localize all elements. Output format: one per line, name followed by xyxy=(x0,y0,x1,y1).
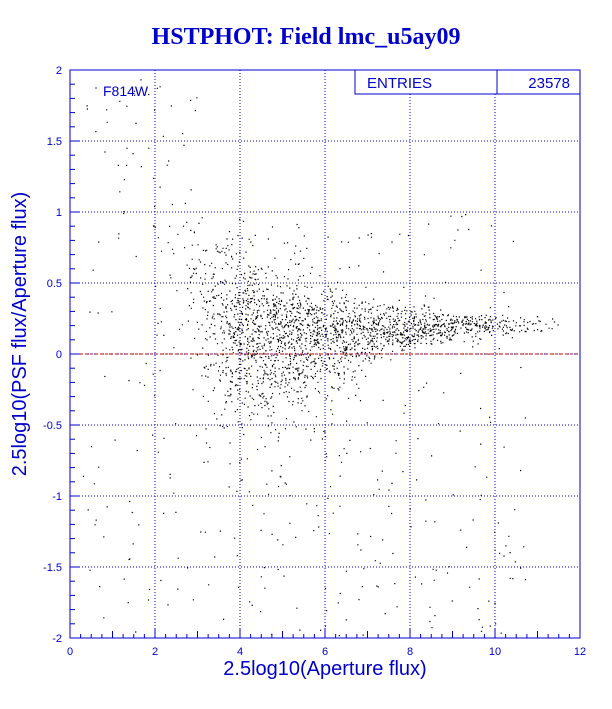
x-tick-label: 2 xyxy=(152,646,158,658)
axis-ticks: 0 2 4 6 8 10 12 -2 -1.5 -1 -0.5 0 0.5 1 1.5 2 xyxy=(43,65,586,658)
x-tick-label: 12 xyxy=(574,646,586,658)
y-tick-label: 2 xyxy=(56,65,62,77)
x-tick-label: 8 xyxy=(407,646,413,658)
y-tick-label: 1 xyxy=(56,207,62,219)
y-tick-label: -0.5 xyxy=(43,420,62,432)
x-tick-label: 0 xyxy=(67,646,73,658)
x-tick-label: 6 xyxy=(322,646,328,658)
entries-value: 23578 xyxy=(528,75,570,92)
y-tick-label: -2 xyxy=(52,633,62,645)
x-tick-label: 10 xyxy=(489,646,501,658)
data-points xyxy=(82,79,559,637)
y-tick-label: -1.5 xyxy=(43,562,62,574)
y-tick-label: 0 xyxy=(56,349,62,361)
x-tick-label: 4 xyxy=(237,646,243,658)
filter-label: F814W xyxy=(103,83,149,99)
chart-title: HSTPHOT: Field lmc_u5ay09 xyxy=(151,24,461,50)
entries-label: ENTRIES xyxy=(367,75,432,92)
entries-box xyxy=(354,69,581,95)
y-tick-label: 0.5 xyxy=(47,278,62,290)
x-axis-label: 2.5log10(Aperture flux) xyxy=(223,658,426,680)
scatter-points xyxy=(82,79,559,637)
y-axis-label: 2.5log10(PSF flux/Aperture flux) xyxy=(9,192,31,477)
y-tick-label: 1.5 xyxy=(47,136,62,148)
y-tick-label: -1 xyxy=(52,491,62,503)
